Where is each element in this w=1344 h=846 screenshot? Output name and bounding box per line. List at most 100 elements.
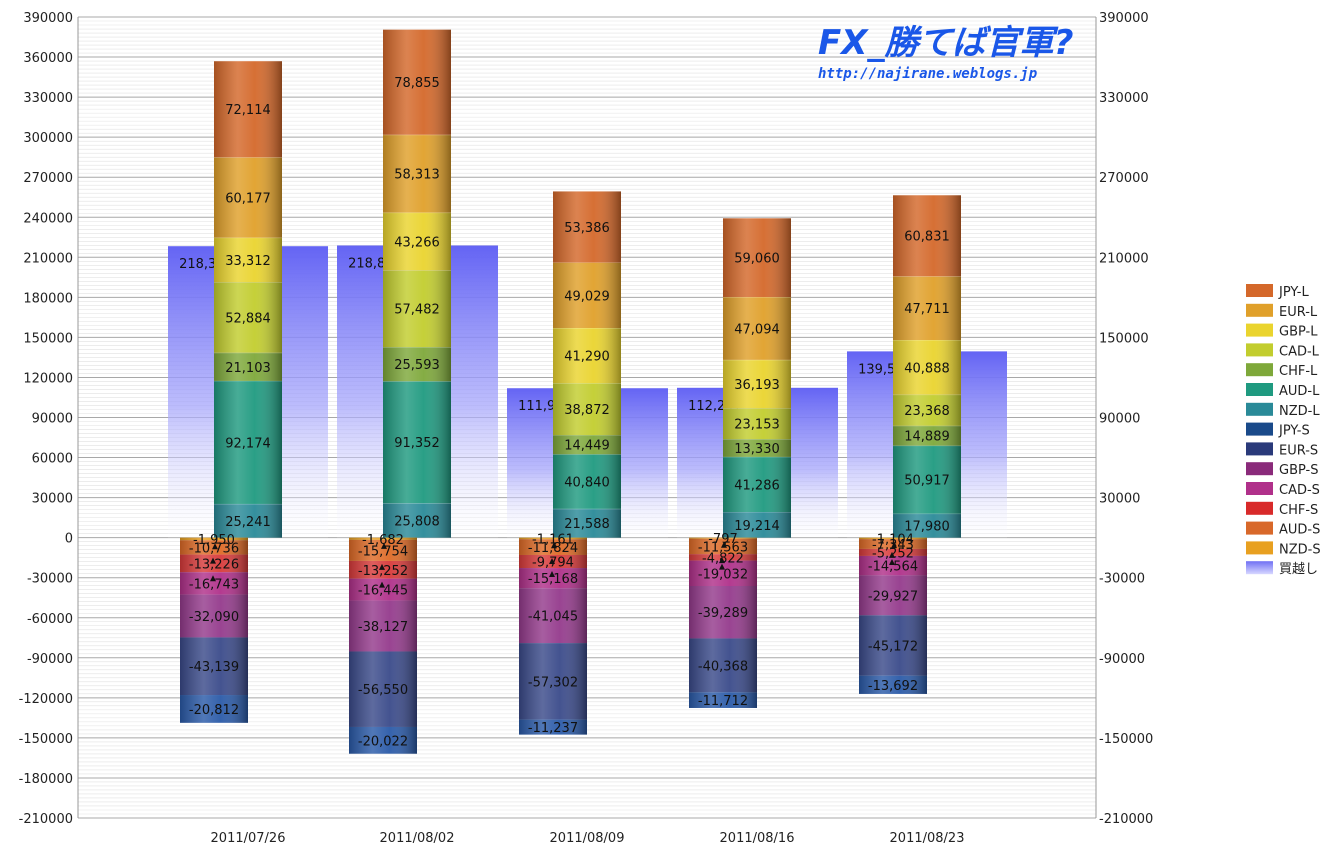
short-segment-label: -797 [708, 532, 738, 547]
legend-entry-label: CAD-L [1279, 344, 1320, 359]
legend-entry-label: CHF-L [1279, 364, 1318, 379]
y-tick-label-left: 60000 [32, 452, 73, 467]
long-bar-shade [553, 191, 621, 263]
y-tick-label-left: 360000 [23, 51, 73, 66]
watermark-url: http://najirane.weblogs.jp [818, 66, 1037, 82]
short-segment-label: -16,743 [189, 577, 239, 592]
marker-arrow [551, 542, 557, 549]
legend-swatch [1246, 343, 1273, 357]
long-bar-shade [893, 513, 961, 538]
y-tick-label-right: -150000 [1099, 732, 1153, 747]
marker-arrow [379, 563, 385, 570]
short-segment-label: -15,168 [528, 572, 578, 587]
long-bar-shade [723, 359, 791, 409]
short-segment-label: -20,812 [189, 703, 239, 718]
short-segment-label: -20,022 [358, 734, 408, 749]
long-bar-shade [723, 296, 791, 360]
short-segment-label: -19,032 [698, 567, 748, 582]
long-bar-shade [893, 425, 961, 446]
legend-entry-label: 買越し [1279, 562, 1318, 577]
short-segment-label: -38,127 [358, 620, 408, 635]
short-segment-label: -15,754 [358, 544, 408, 559]
long-bar-shade [383, 347, 451, 382]
legend-entry-label: NZD-S [1279, 542, 1321, 557]
short-segment-label: -1,161 [532, 532, 574, 547]
long-segment-label: 53,386 [564, 221, 610, 236]
long-segment-label: 47,711 [904, 302, 950, 317]
y-tick-label-right: 30000 [1099, 492, 1140, 507]
long-segment-label: 72,114 [225, 103, 271, 118]
long-bar-shade [723, 408, 791, 440]
long-segment-label: 41,290 [564, 350, 610, 365]
long-bar-shade [214, 380, 282, 504]
y-tick-label-right: 150000 [1099, 331, 1149, 346]
y-tick-label-right: 330000 [1099, 91, 1149, 106]
y-tick-label-left: 120000 [23, 371, 73, 386]
marker-arrow [212, 543, 218, 550]
long-bar-shade [214, 61, 282, 158]
long-segment-label: 38,872 [564, 403, 610, 418]
short-segment-label: -11,824 [528, 541, 578, 556]
category-group: 139,53017,98050,91714,88923,36840,88847,… [847, 194, 1007, 694]
legend-swatch [1246, 303, 1273, 317]
long-bar-shade [723, 511, 791, 538]
legend-entry-label: JPY-L [1278, 285, 1309, 300]
marker-arrow [889, 558, 895, 565]
short-segment-label: -45,172 [868, 639, 918, 654]
legend-swatch [1246, 284, 1273, 297]
legend-entry-label: AUD-S [1279, 523, 1320, 538]
marker-arrow [210, 557, 216, 564]
long-segment-label: 50,917 [904, 474, 950, 489]
short-segment-label: -39,289 [698, 606, 748, 621]
legend-swatch [1246, 541, 1273, 555]
long-segment-label: 36,193 [734, 378, 780, 393]
long-segment-label: 58,313 [394, 168, 440, 183]
y-tick-label-left: 210000 [23, 251, 73, 266]
long-segment-label: 21,103 [225, 361, 271, 376]
y-tick-label-left: -210000 [19, 812, 73, 827]
long-segment-label: 14,449 [564, 439, 610, 454]
long-bar-shade [893, 394, 961, 426]
y-tick-label-left: -180000 [19, 772, 73, 787]
short-segment-label: -4,822 [702, 551, 744, 566]
short-segment-label: -1,950 [193, 533, 235, 548]
y-tick-label-left: 240000 [23, 211, 73, 226]
long-bar-shade [553, 262, 621, 329]
marker-arrow [549, 557, 555, 564]
long-bar-shade [214, 503, 282, 538]
y-tick-label-left: -90000 [27, 652, 73, 667]
legend-entry-label: EUR-S [1279, 443, 1318, 458]
long-bar-shade [893, 340, 961, 395]
chart-legend: JPY-L EUR-L GBP-L CAD-L CHF-L AUD-L NZD-L JPY-S… [1246, 284, 1321, 577]
legend-entry-label: JPY-S [1278, 424, 1310, 439]
long-segment-label: 52,884 [225, 311, 271, 326]
legend-swatch [1246, 521, 1273, 535]
marker-arrow [889, 551, 895, 558]
long-segment-label: 43,266 [394, 235, 440, 250]
marker-arrow [719, 557, 725, 564]
long-segment-label: 25,593 [394, 358, 440, 373]
right-y-axis: 390000 330000 270000 210000 150000 90000 30000… [1099, 11, 1153, 827]
long-bar-shade [723, 439, 791, 457]
legend-swatch [1246, 402, 1273, 416]
long-segment-label: 23,368 [904, 404, 950, 419]
legend-swatch [1246, 422, 1273, 436]
long-bar-shade [723, 218, 791, 297]
long-bar-shade [214, 237, 282, 283]
y-tick-label-left: -30000 [27, 572, 73, 587]
bar-stacks: 218,30925,24192,17421,10352,88433,31260,… [168, 28, 1007, 754]
x-category-label: 2011/08/23 [890, 831, 965, 846]
watermark-title: FX_勝てば官軍? [818, 23, 1073, 63]
marker-arrow [381, 542, 387, 549]
marker-arrow [379, 581, 385, 588]
long-segment-label: 14,889 [904, 430, 950, 445]
legend-swatch [1246, 442, 1273, 456]
long-segment-label: 78,855 [394, 76, 440, 91]
marker-arrow [721, 541, 727, 548]
short-bar-shade [349, 537, 417, 754]
long-bar-shade [214, 157, 282, 238]
long-bar-shade [893, 445, 961, 514]
legend-entry-label: NZD-L [1279, 404, 1320, 419]
y-tick-label-left: 300000 [23, 131, 73, 146]
y-tick-label-right: 210000 [1099, 251, 1149, 266]
